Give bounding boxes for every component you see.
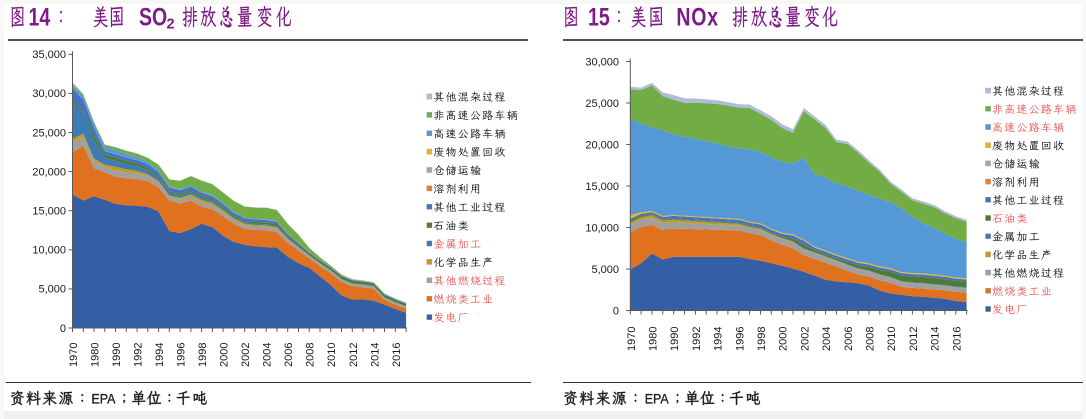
svg-text:5,000: 5,000 — [38, 284, 66, 296]
svg-text:2014: 2014 — [369, 343, 381, 367]
svg-text:0: 0 — [60, 323, 66, 335]
svg-text:2012: 2012 — [348, 343, 360, 367]
svg-text:1970: 1970 — [626, 327, 638, 351]
svg-text:2012: 2012 — [908, 327, 920, 351]
svg-text:1990: 1990 — [669, 327, 681, 351]
svg-text:10,000: 10,000 — [32, 245, 66, 257]
svg-text:25,000: 25,000 — [585, 98, 619, 110]
svg-text:20,000: 20,000 — [32, 166, 66, 178]
svg-text:1998: 1998 — [197, 343, 209, 367]
svg-text:2002: 2002 — [799, 327, 811, 351]
svg-text:1970: 1970 — [68, 343, 80, 367]
svg-text:1998: 1998 — [756, 327, 768, 351]
svg-text:1980: 1980 — [90, 343, 102, 367]
svg-text:14: 14 — [29, 3, 51, 31]
svg-text:15,000: 15,000 — [32, 206, 66, 218]
svg-text:1980: 1980 — [648, 327, 660, 351]
svg-text:EPA: EPA — [91, 391, 115, 407]
svg-text:0: 0 — [613, 305, 619, 317]
svg-text:30,000: 30,000 — [585, 56, 619, 68]
svg-text:1996: 1996 — [176, 343, 188, 367]
svg-text:1994: 1994 — [713, 327, 725, 351]
svg-text:2014: 2014 — [930, 327, 942, 351]
svg-text:15: 15 — [588, 3, 610, 31]
svg-text:2002: 2002 — [240, 343, 252, 367]
svg-text:EPA: EPA — [645, 391, 669, 407]
svg-text:2000: 2000 — [778, 327, 790, 351]
svg-text:2008: 2008 — [305, 343, 317, 367]
svg-text:1992: 1992 — [691, 327, 703, 351]
svg-text:2016: 2016 — [951, 327, 963, 351]
svg-text:20,000: 20,000 — [585, 139, 619, 151]
svg-text:15,000: 15,000 — [585, 181, 619, 193]
svg-text:2006: 2006 — [843, 327, 855, 351]
svg-text:2000: 2000 — [219, 343, 231, 367]
svg-text:10,000: 10,000 — [585, 222, 619, 234]
svg-text:30,000: 30,000 — [32, 88, 66, 100]
svg-text:2006: 2006 — [283, 343, 295, 367]
svg-text:2016: 2016 — [391, 343, 403, 367]
svg-text:35,000: 35,000 — [32, 49, 66, 61]
svg-text:2004: 2004 — [262, 343, 274, 367]
svg-text:1996: 1996 — [734, 327, 746, 351]
svg-text:2010: 2010 — [886, 327, 898, 351]
svg-text:2008: 2008 — [865, 327, 877, 351]
svg-text:2: 2 — [167, 17, 175, 33]
svg-text:1990: 1990 — [111, 343, 123, 367]
svg-text:1992: 1992 — [133, 343, 145, 367]
svg-text:25,000: 25,000 — [32, 127, 66, 139]
svg-text:SO: SO — [139, 3, 167, 31]
svg-text:2004: 2004 — [821, 327, 833, 351]
svg-text:1994: 1994 — [154, 343, 166, 367]
svg-text:NOx: NOx — [676, 3, 718, 31]
svg-text:5,000: 5,000 — [591, 264, 619, 276]
svg-text:2010: 2010 — [326, 343, 338, 367]
